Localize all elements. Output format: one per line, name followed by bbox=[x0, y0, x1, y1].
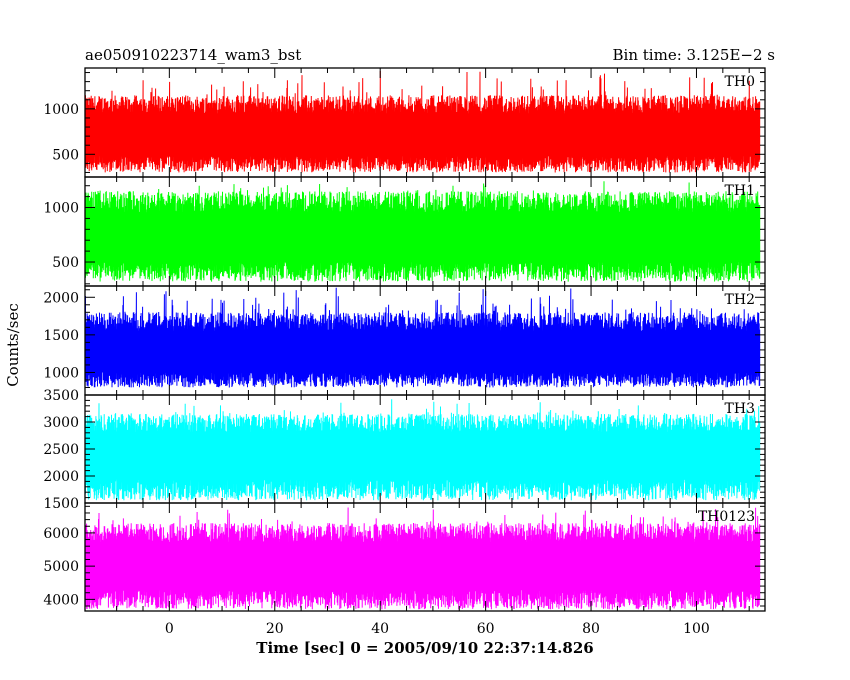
chart-title: ae050910223714_wam3_bst bbox=[85, 46, 301, 64]
y-tick-label: 2000 bbox=[43, 469, 79, 485]
y-tick-label: 2500 bbox=[43, 442, 79, 458]
bin-time-label: Bin time: 3.125E−2 s bbox=[613, 46, 775, 64]
y-tick-label: 2000 bbox=[43, 290, 79, 306]
x-tick-label: 60 bbox=[477, 621, 495, 637]
y-tick-label: 6000 bbox=[43, 526, 79, 542]
series-core-th3 bbox=[85, 436, 760, 476]
x-axis-label: Time [sec] 0 = 2005/09/10 22:37:14.826 bbox=[256, 639, 593, 657]
y-tick-label: 3000 bbox=[43, 415, 79, 431]
panel-th0: 500 1000 TH0 bbox=[43, 67, 766, 178]
x-tick-label: 0 bbox=[165, 621, 174, 637]
panel-th0123: 4000 5000 6000 TH0123 bbox=[43, 502, 766, 612]
y-axis-label: Counts/sec bbox=[4, 303, 22, 387]
panel-th1: 500 1000 TH1 bbox=[43, 176, 766, 287]
x-tick-label: 80 bbox=[582, 621, 600, 637]
series-core-th1 bbox=[85, 216, 760, 258]
x-tick-label: 40 bbox=[371, 621, 389, 637]
y-tick-label: 4000 bbox=[43, 592, 79, 608]
panel-frame bbox=[84, 502, 766, 612]
panels-group: 500 1000 TH0 500 1000 TH1 1000 1500 2000 TH2 1500 2… bbox=[43, 67, 766, 612]
panel-th2: 1000 1500 2000 TH2 bbox=[43, 285, 766, 396]
x-axis: 0 20 40 60 80 100 bbox=[165, 621, 710, 637]
y-tick-label: 500 bbox=[52, 255, 79, 271]
panel-label-th3: TH3 bbox=[725, 401, 755, 417]
y-tick-label: 3500 bbox=[43, 388, 79, 404]
panel-label-th1: TH1 bbox=[725, 183, 755, 199]
panel-th3: 1500 2000 2500 3000 3500 TH3 bbox=[43, 388, 766, 512]
series-core-th2 bbox=[85, 335, 760, 369]
x-tick-label: 20 bbox=[266, 621, 284, 637]
y-tick-label: 1000 bbox=[43, 201, 79, 217]
series-core-th0 bbox=[85, 117, 760, 153]
y-tick-label: 1500 bbox=[43, 496, 79, 512]
y-tick-label: 1000 bbox=[43, 365, 79, 381]
y-tick-label: 1500 bbox=[43, 328, 79, 344]
x-tick-label: 100 bbox=[683, 621, 710, 637]
y-tick-label: 500 bbox=[52, 147, 79, 163]
y-tick-label: 1000 bbox=[43, 102, 79, 118]
panel-label-th0123: TH0123 bbox=[698, 509, 755, 525]
y-tick-label: 5000 bbox=[43, 559, 79, 575]
panel-label-th0: TH0 bbox=[725, 74, 755, 90]
panel-label-th2: TH2 bbox=[725, 292, 755, 308]
series-core-th0123 bbox=[85, 546, 760, 586]
